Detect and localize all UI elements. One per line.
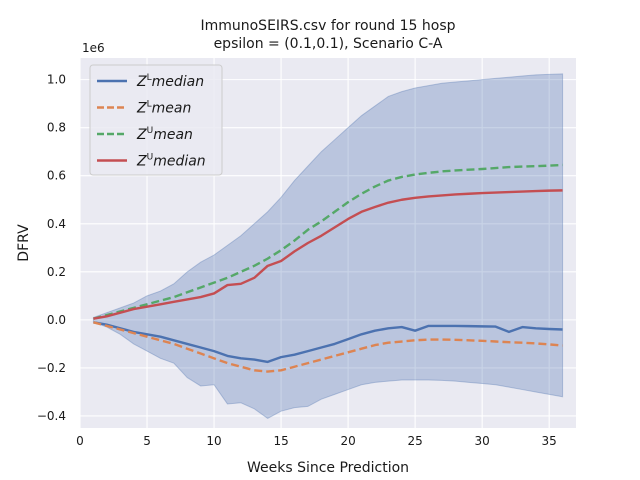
x-axis-label: Weeks Since Prediction (247, 460, 409, 476)
y-tick-label-1: −0.2 (37, 361, 66, 375)
y-tick-label-7: 1.0 (47, 73, 66, 87)
chart-title-line-1: ImmunoSEIRS.csv for round 15 hosp (200, 18, 455, 34)
chart-title-line-2: epsilon = (0.1,0.1), Scenario C-A (214, 36, 443, 52)
y-tick-label-5: 0.6 (47, 169, 66, 183)
series-line-3 (93, 189, 563, 320)
legend-label-1: ZLmean (136, 100, 191, 117)
x-tick-label-6: 30 (475, 434, 490, 448)
x-tick-label-7: 35 (542, 434, 557, 448)
series-line-0 (93, 321, 563, 364)
y-offset-label: 1e6 (82, 41, 105, 55)
x-axis-ticks: 0 5 10 15 20 25 30 35 (76, 434, 557, 448)
legend-label-0: ZLmedian (136, 73, 204, 90)
y-axis-label: DFRV (16, 224, 32, 262)
y-axis-ticks: −0.4 −0.2 0.0 0.2 0.4 0.6 0.8 1.0 (37, 73, 66, 423)
x-tick-label-2: 10 (206, 434, 221, 448)
confidence-band (92, 73, 564, 419)
band-area (92, 73, 564, 419)
y-tick-label-6: 0.8 (47, 121, 66, 135)
series-lines (93, 163, 563, 373)
legend-box (89, 64, 223, 176)
y-tick-label-3: 0.2 (47, 265, 66, 279)
x-tick-label-4: 20 (340, 434, 355, 448)
legend-label-3: ZUmedian (136, 153, 206, 170)
legend-label-2: ZUmean (136, 126, 193, 143)
y-tick-label-0: −0.4 (37, 409, 66, 423)
y-tick-label-4: 0.4 (47, 217, 66, 231)
x-tick-label-5: 25 (407, 434, 422, 448)
x-tick-label-0: 0 (76, 434, 84, 448)
series-line-1 (93, 321, 563, 373)
y-tick-label-2: 0.0 (47, 313, 66, 327)
legend: ZLmedian ZLmean ZUmean ZUmedian (89, 64, 223, 176)
x-tick-label-3: 15 (273, 434, 288, 448)
series-line-2 (93, 163, 563, 320)
x-tick-label-1: 5 (143, 434, 151, 448)
